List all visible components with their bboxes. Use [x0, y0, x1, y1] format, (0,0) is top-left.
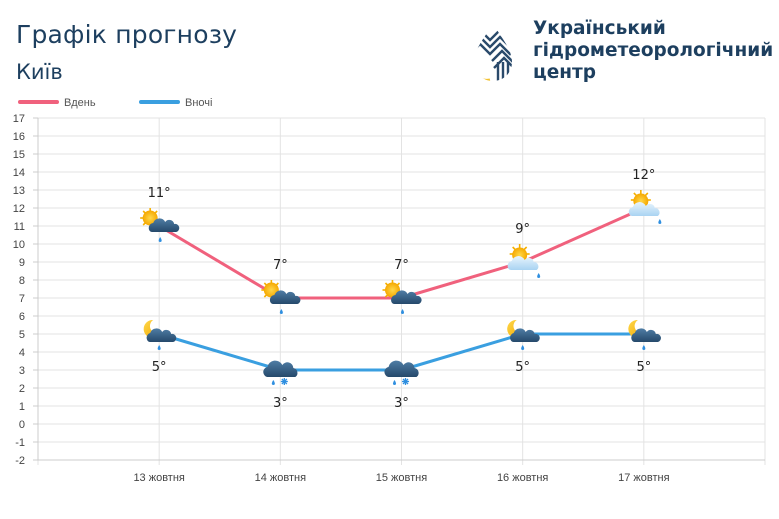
y-tick-label: 2	[19, 383, 25, 395]
sun-cloud-rain-icon	[260, 279, 302, 315]
data-label-night: 3°	[273, 396, 288, 411]
data-label-day: 7°	[394, 258, 409, 273]
y-tick-label: 15	[13, 149, 25, 161]
y-tick-label: -2	[15, 455, 25, 467]
y-tick-label: 7	[19, 293, 25, 305]
moon-cloud-rain-icon	[143, 319, 177, 350]
x-tick-label: 15 жовтня	[376, 472, 427, 484]
y-tick-label: 3	[19, 365, 25, 377]
x-tick-label: 17 жовтня	[618, 472, 669, 484]
chart-grid	[37, 117, 766, 465]
weather-icons	[139, 189, 663, 386]
x-tick-label: 14 жовтня	[255, 472, 306, 484]
y-tick-label: 1	[19, 401, 25, 413]
sun-light-cloud-rain-icon	[627, 189, 663, 225]
org-name-line-3: центр	[533, 62, 597, 83]
sun-cloud-rain-icon	[139, 207, 181, 243]
x-tick-label: 16 жовтня	[497, 472, 548, 484]
y-tick-label: 12	[13, 203, 25, 215]
y-tick-label: 16	[13, 131, 25, 143]
y-tick-label: 10	[13, 239, 25, 251]
data-label-night: 3°	[394, 396, 409, 411]
org-name-line-2: гідрометеорологічний	[533, 40, 774, 61]
legend-swatch-night	[139, 100, 180, 104]
y-tick-label: 4	[19, 347, 25, 359]
data-label-day: 9°	[515, 222, 530, 237]
page-title: Графік прогнозу	[16, 20, 238, 49]
chart-legend: Вдень Вночі	[18, 97, 212, 109]
sun-light-cloud-rain-icon	[506, 243, 541, 279]
y-tick-label: 13	[13, 185, 25, 197]
y-tick-label: 9	[19, 257, 25, 269]
legend-label-day: Вдень	[64, 97, 96, 109]
y-tick-label: 17	[13, 113, 25, 125]
y-tick-label: 0	[19, 419, 25, 431]
data-label-night: 5°	[636, 360, 651, 375]
y-tick-label: 6	[19, 311, 25, 323]
y-tick-label: 5	[19, 329, 25, 341]
data-label-night: 5°	[515, 360, 530, 375]
y-tick-label: 14	[13, 167, 25, 179]
data-label-day: 7°	[273, 258, 288, 273]
y-tick-label: -1	[15, 437, 25, 449]
org-name-line-1: Український	[533, 18, 666, 39]
city-name: Київ	[16, 60, 63, 84]
data-label-night: 5°	[152, 360, 167, 375]
moon-cloud-rain-icon	[628, 319, 661, 350]
y-tick-label: 11	[14, 221, 25, 233]
legend-label-night: Вночі	[185, 97, 212, 109]
legend-swatch-day	[18, 100, 59, 104]
x-tick-label: 13 жовтня	[133, 472, 184, 484]
y-tick-label: 8	[19, 275, 25, 287]
org-name: Український гідрометеорологічний центр	[533, 18, 773, 84]
data-label-day: 12°	[632, 168, 655, 183]
moon-cloud-rain-icon	[507, 319, 540, 350]
ugmc-logo-icon	[474, 28, 512, 81]
data-label-day: 11°	[148, 186, 171, 201]
data-labels: 11° 7° 7° 9° 12° 5° 3° 3° 5° 5°	[148, 168, 656, 411]
